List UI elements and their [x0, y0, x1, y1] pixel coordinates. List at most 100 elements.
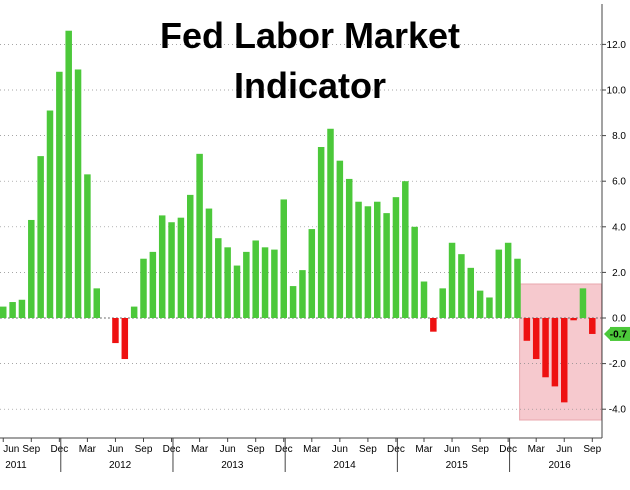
bar	[9, 302, 16, 318]
last-value-label: -0.7	[610, 329, 628, 340]
bar	[18, 299, 26, 318]
x-tick-label: Dec	[387, 444, 405, 455]
bar	[149, 251, 157, 318]
y-axis: 12.0 10.0 8.0 6.0 4.0 2.0 0.0 -2.0 -4.0 -0.7	[601, 4, 630, 438]
x-tick-label: Sep	[359, 444, 377, 455]
x-tick-label: Sep	[135, 444, 153, 455]
x-tick-label: Jun	[444, 444, 460, 455]
highlight-region	[519, 283, 603, 421]
bar	[495, 249, 503, 318]
x-tick-label: Jun	[556, 444, 572, 455]
x-tick-label: Sep	[247, 444, 265, 455]
bar	[355, 201, 362, 318]
year-label: 2011	[5, 460, 27, 471]
bar	[476, 290, 484, 318]
bar	[439, 288, 446, 318]
year-label: 2012	[109, 460, 132, 471]
bar	[570, 318, 577, 321]
x-tick-label: Mar	[79, 444, 97, 455]
bar	[345, 178, 353, 318]
x-tick-label: Sep	[22, 444, 40, 455]
bar	[551, 318, 559, 387]
x-tick-label: Dec	[163, 444, 181, 455]
bar	[28, 219, 35, 318]
bar	[579, 288, 587, 318]
bar	[383, 213, 390, 318]
bar	[177, 217, 185, 318]
bar	[392, 197, 400, 318]
x-tick-label: Sep	[583, 444, 601, 455]
y-tick-label: 4.0	[612, 222, 626, 233]
bar	[467, 267, 474, 318]
x-tick-label: Dec	[499, 444, 517, 455]
bar	[402, 181, 409, 318]
bar	[196, 153, 203, 318]
x-tick-label: Jun	[220, 444, 236, 455]
x-tick-label: Mar	[303, 444, 321, 455]
bar	[289, 286, 297, 318]
x-tick-label: Mar	[191, 444, 209, 455]
bar	[486, 297, 493, 318]
x-tick-label: Dec	[50, 444, 68, 455]
bar	[448, 242, 456, 318]
bar	[430, 318, 437, 332]
year-label: 2014	[333, 460, 356, 471]
bar	[299, 270, 306, 318]
bar	[532, 318, 540, 360]
bar	[420, 281, 428, 318]
bar	[280, 199, 287, 318]
bar	[364, 206, 372, 318]
bar	[458, 254, 465, 318]
bar	[261, 247, 269, 318]
y-tick-label: 0.0	[612, 314, 626, 325]
bar	[0, 306, 7, 318]
x-tick-label: Jun	[332, 444, 348, 455]
y-tick-label: 8.0	[612, 131, 626, 142]
x-tick-label: Jun	[3, 444, 19, 455]
bar	[523, 318, 531, 341]
x-tick-label: Jun	[107, 444, 123, 455]
bar	[84, 174, 91, 318]
last-value-box	[610, 326, 630, 341]
bar	[74, 69, 82, 318]
chart-title-line-2: Indicator	[234, 65, 386, 106]
bar	[168, 222, 175, 318]
bar	[243, 251, 250, 318]
bars	[0, 30, 596, 403]
bar	[514, 258, 521, 318]
bar	[93, 288, 100, 318]
x-tick-label: Mar	[415, 444, 433, 455]
bar	[561, 318, 568, 403]
bar	[308, 229, 316, 318]
chart-title-line-1: Fed Labor Market	[160, 15, 460, 56]
year-label: 2015	[446, 460, 469, 471]
y-tick-label: 2.0	[612, 268, 626, 279]
x-tick-label: Mar	[528, 444, 546, 455]
bar	[215, 238, 222, 318]
bar	[252, 240, 259, 318]
bar	[411, 226, 418, 318]
bar	[121, 318, 129, 360]
bar	[37, 156, 44, 318]
bar	[542, 318, 549, 378]
bar	[187, 194, 194, 318]
bar	[504, 242, 512, 318]
y-tick-label: -4.0	[609, 405, 627, 416]
last-value-marker	[604, 327, 610, 340]
bar	[317, 147, 325, 318]
y-tick-label: 10.0	[607, 86, 627, 97]
y-tick-label: 12.0	[607, 40, 627, 51]
year-label: 2013	[221, 460, 244, 471]
bar	[56, 71, 63, 318]
bar	[46, 110, 54, 319]
bar	[205, 208, 213, 318]
y-tick-label: 6.0	[612, 177, 626, 188]
bar	[271, 249, 278, 318]
bar	[130, 306, 138, 318]
bar	[374, 201, 381, 318]
y-tick-label: -2.0	[609, 359, 627, 370]
bar	[140, 258, 147, 318]
x-tick-label: Sep	[471, 444, 489, 455]
year-label: 2016	[548, 460, 571, 471]
